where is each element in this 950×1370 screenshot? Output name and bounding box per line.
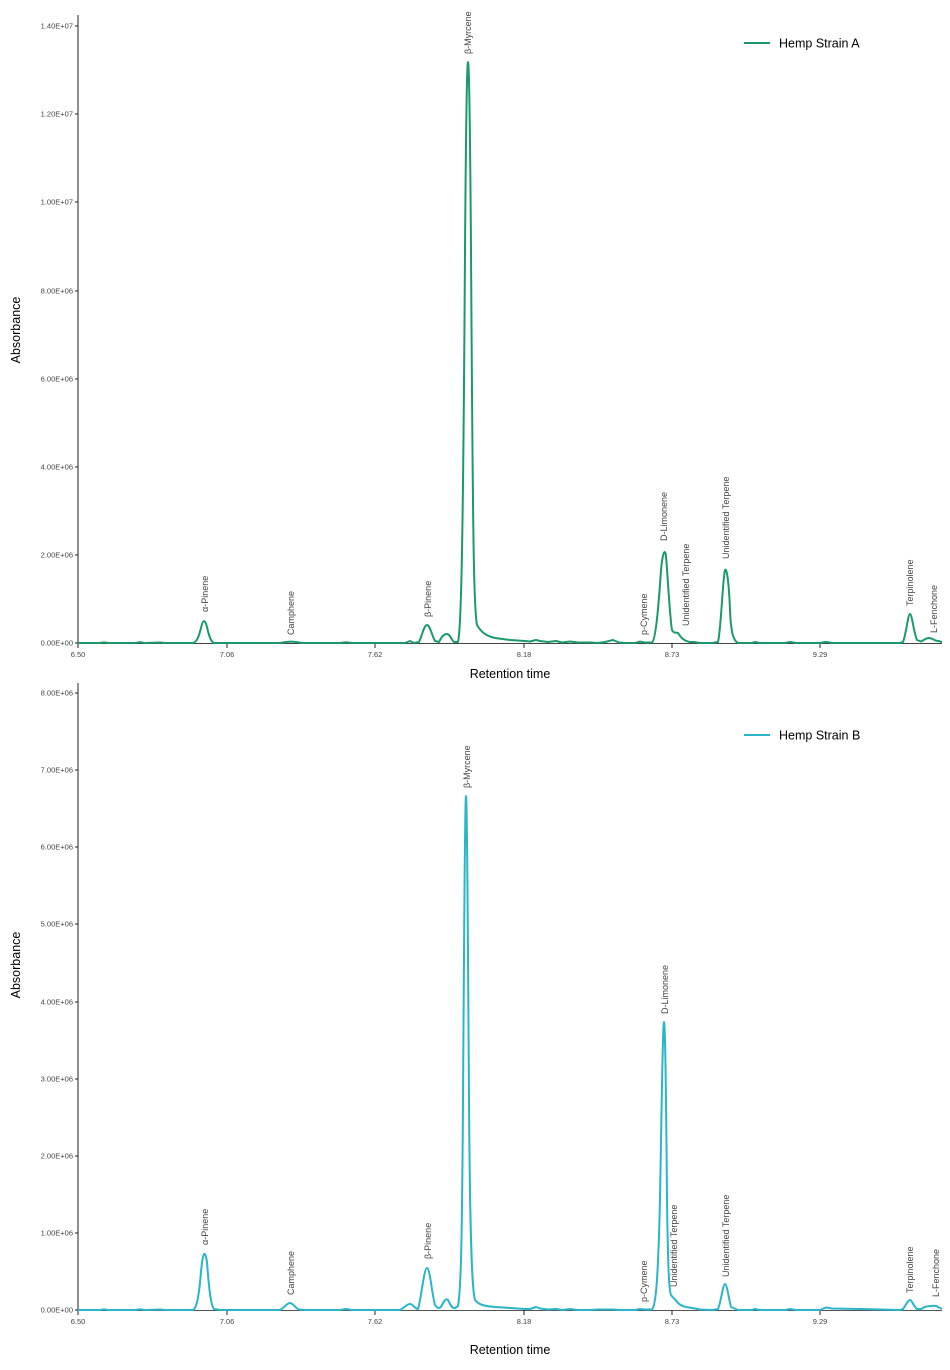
peak-label-unidentified-terpene-1: Unidentified Terpene xyxy=(681,544,691,626)
y-tick-label: 8.00E+06 xyxy=(41,287,73,296)
y-axis-title: Absorbance xyxy=(9,297,23,364)
peak-label-p-cymene: p-Cymene xyxy=(639,1260,649,1302)
y-ticks: 0.00E+00 2.00E+06 4.00E+06 6.00E+06 8.00… xyxy=(41,22,78,648)
y-tick-label: 4.00E+06 xyxy=(41,998,73,1007)
y-tick-label: 0.00E+00 xyxy=(41,639,73,648)
x-tick-label: 8.18 xyxy=(517,650,532,659)
peak-labels: α-Pinene Camphene β-Pinene β-Myrcene p-C… xyxy=(200,11,939,635)
peak-label-unidentified-terpene-1: Unidentified Terpene xyxy=(669,1205,679,1287)
x-tick-label: 6.50 xyxy=(71,650,86,659)
legend-strain-a: Hemp Strain A xyxy=(744,37,860,51)
x-tick-label: 7.62 xyxy=(368,1317,383,1326)
peak-label-camphene: Camphene xyxy=(286,1251,296,1295)
y-tick-label: 2.00E+06 xyxy=(41,551,73,560)
y-tick-label: 3.00E+06 xyxy=(41,1075,73,1084)
x-tick-label: 9.29 xyxy=(813,650,828,659)
y-tick-label: 6.00E+06 xyxy=(41,375,73,384)
peak-label-l-fenchone: L-Fenchone xyxy=(931,1249,941,1297)
y-tick-label: 0.00E+00 xyxy=(41,1306,73,1315)
peak-label-beta-myrcene: β-Myrcene xyxy=(463,11,473,54)
x-tick-label: 8.18 xyxy=(517,1317,532,1326)
legend-label: Hemp Strain B xyxy=(779,729,860,743)
x-tick-label: 9.29 xyxy=(813,1317,828,1326)
y-tick-label: 1.20E+07 xyxy=(41,110,73,119)
peak-label-camphene: Camphene xyxy=(286,591,296,635)
x-tick-label: 7.06 xyxy=(220,650,235,659)
trace-strain-a xyxy=(78,61,943,644)
y-tick-label: 1.00E+06 xyxy=(41,1229,73,1238)
x-tick-label: 8.73 xyxy=(665,650,680,659)
peak-labels: α-Pinene Camphene β-Pinene β-Myrcene p-C… xyxy=(200,745,941,1302)
peak-label-terpinolene: Terpinolene xyxy=(905,559,915,606)
y-tick-label: 5.00E+06 xyxy=(41,920,73,929)
x-axis-title: Retention time xyxy=(470,667,551,681)
peak-label-l-fenchone: L-Fenchone xyxy=(929,585,939,633)
y-axis-title: Absorbance xyxy=(9,932,23,999)
x-tick-label: 7.62 xyxy=(368,650,383,659)
y-tick-label: 6.00E+06 xyxy=(41,843,73,852)
y-tick-label: 7.00E+06 xyxy=(41,766,73,775)
y-tick-label: 4.00E+06 xyxy=(41,463,73,472)
peak-label-d-limonene: D-Limonene xyxy=(659,492,669,541)
peak-label-terpinolene: Terpinolene xyxy=(905,1246,915,1293)
peak-label-unidentified-terpene-2: Unidentified Terpene xyxy=(721,1195,731,1277)
x-tick-label: 8.73 xyxy=(665,1317,680,1326)
x-ticks: 6.50 7.06 7.62 8.18 8.73 9.29 xyxy=(71,643,828,659)
peak-label-beta-myrcene: β-Myrcene xyxy=(462,745,472,788)
peak-label-unidentified-terpene-2: Unidentified Terpene xyxy=(721,477,731,559)
chart-strain-b: 0.00E+00 1.00E+06 2.00E+06 3.00E+06 4.00… xyxy=(9,683,943,1357)
chart-strain-a: 0.00E+00 2.00E+06 4.00E+06 6.00E+06 8.00… xyxy=(9,11,943,681)
x-ticks: 6.50 7.06 7.62 8.18 8.73 9.29 xyxy=(71,1310,828,1326)
peak-label-d-limonene: D-Limonene xyxy=(660,965,670,1014)
y-tick-label: 8.00E+06 xyxy=(41,689,73,698)
y-tick-label: 1.40E+07 xyxy=(41,22,73,31)
peak-label-alpha-pinene: α-Pinene xyxy=(200,1209,210,1245)
trace-strain-b xyxy=(78,795,943,1311)
x-tick-label: 6.50 xyxy=(71,1317,86,1326)
legend-strain-b: Hemp Strain B xyxy=(744,729,860,743)
y-ticks: 0.00E+00 1.00E+06 2.00E+06 3.00E+06 4.00… xyxy=(41,689,78,1315)
peak-label-beta-pinene: β-Pinene xyxy=(423,1223,433,1259)
y-tick-label: 2.00E+06 xyxy=(41,1152,73,1161)
peak-label-beta-pinene: β-Pinene xyxy=(423,581,433,617)
legend-label: Hemp Strain A xyxy=(779,37,860,51)
peak-label-p-cymene: p-Cymene xyxy=(639,593,649,635)
x-tick-label: 7.06 xyxy=(220,1317,235,1326)
y-tick-label: 1.00E+07 xyxy=(41,198,73,207)
x-axis-title: Retention time xyxy=(470,1343,551,1357)
peak-label-alpha-pinene: α-Pinene xyxy=(200,576,210,612)
